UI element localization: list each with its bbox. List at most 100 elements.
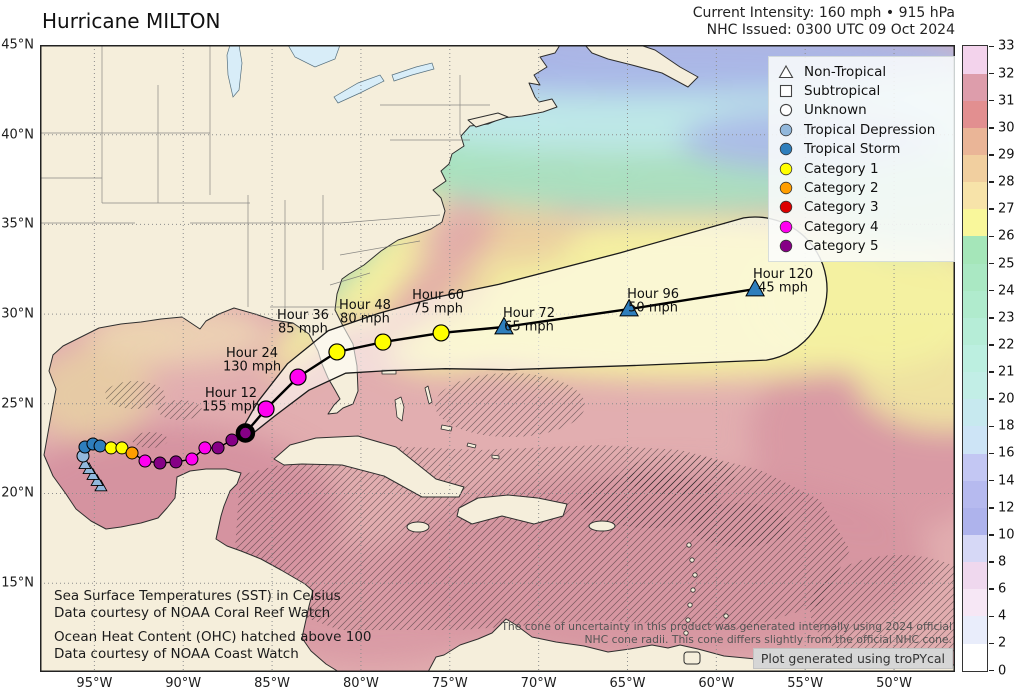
current-intensity: Current Intensity: 160 mph • 915 hPa: [692, 5, 955, 21]
legend-item: Category 4: [778, 217, 945, 236]
jamaica: [406, 521, 430, 533]
nova-scotia: [584, 45, 699, 88]
colorbar-segment: [963, 453, 987, 481]
past-point: [138, 454, 152, 468]
colorbar-tick: [989, 289, 994, 292]
colorbar-tick-label: 16: [998, 445, 1015, 461]
hispaniola: [456, 494, 568, 525]
legend-item-label: Category 3: [804, 199, 879, 216]
legend-item: Tropical Storm: [778, 140, 945, 159]
forecast-point-triangle: [745, 278, 765, 297]
colorbar-segment: [963, 127, 987, 156]
colorbar-tick-label: 32: [998, 66, 1015, 82]
header-info: Current Intensity: 160 mph • 915 hPa NHC…: [693, 5, 955, 39]
legend-item: Category 2: [778, 178, 945, 197]
forecast-point-triangle: [494, 316, 514, 335]
x-axis-tick-label: 60°W: [698, 676, 735, 691]
colorbar-tick-label: 21: [998, 364, 1015, 380]
colorbar-tick: [989, 99, 994, 102]
legend-item: Category 5: [778, 237, 945, 256]
cone-disclaimer: The cone of uncertainty in this product …: [501, 620, 952, 646]
x-axis-tick-label: 55°W: [787, 676, 824, 691]
colorbar-segment: [963, 398, 987, 427]
ohc-note: Ocean Heat Content (OHC) hatched above 1…: [54, 629, 372, 662]
past-point: [153, 456, 167, 470]
colorbar-segment: [963, 317, 987, 346]
credit-badge: Plot generated using troPYcal: [752, 648, 953, 669]
past-point: [225, 433, 239, 447]
colorbar-segment: [963, 615, 987, 644]
colorbar-tick-label: 20: [998, 391, 1015, 407]
category-dot-icon: [779, 123, 793, 137]
forecast-hour-label: Hour 48 80 mph: [339, 298, 391, 327]
colorbar-segment: [963, 235, 987, 264]
colorbar-tick-label: 14: [998, 473, 1015, 489]
state-borders: [40, 45, 490, 311]
past-point: [185, 452, 199, 466]
forecast-hour-label: Hour 60 75 mph: [412, 288, 464, 317]
colorbar-segment: [963, 643, 987, 671]
y-axis-tick-label: 45°N: [1, 37, 34, 53]
colorbar-segment: [963, 371, 987, 400]
colorbar-tick: [989, 588, 994, 590]
x-axis-tick-label: 65°W: [609, 676, 646, 691]
colorbar-tick: [989, 425, 994, 428]
issued-time: NHC Issued: 0300 UTC 09 Oct 2024: [706, 22, 955, 38]
colorbar-tick: [989, 561, 994, 563]
category-dot-icon: [779, 240, 793, 253]
legend-item-label: Tropical Storm: [804, 141, 901, 158]
map-frame: [40, 45, 955, 672]
colorbar-tick-label: 18: [998, 418, 1015, 434]
x-axis-tick-label: 95°W: [76, 676, 113, 691]
colorbar-segment: [963, 154, 987, 183]
colorbar-tick: [989, 506, 994, 509]
colorbar-tick: [989, 615, 994, 618]
current-position: [235, 423, 256, 443]
colorbar-tick-label: 30: [998, 120, 1015, 136]
legend-item-label: Category 2: [804, 180, 879, 197]
legend-item-label: Unknown: [804, 102, 867, 119]
category-dot-icon: [779, 220, 793, 234]
square-open-icon: [779, 85, 793, 98]
forecast-hour-label: Hour 96 50 mph: [627, 287, 679, 316]
puerto-rico: [588, 520, 616, 532]
sst-colorbar: [962, 45, 988, 672]
colorbar-tick: [989, 154, 994, 156]
legend-item: Non-Tropical: [778, 62, 945, 81]
past-point: [211, 441, 225, 455]
colorbar-segment: [963, 73, 987, 101]
colorbar-tick: [989, 181, 994, 183]
colorbar-tick-label: 28: [998, 174, 1015, 190]
legend-item-label: Tropical Depression: [804, 121, 936, 138]
legend-item-label: Non-Tropical: [804, 63, 887, 80]
y-axis-tick-label: 30°N: [1, 306, 34, 322]
colorbar-segment: [963, 344, 987, 373]
past-point: [169, 455, 183, 469]
colorbar-tick: [989, 344, 994, 346]
colorbar-tick-label: 8: [998, 554, 1007, 570]
forecast-point: [257, 400, 275, 418]
colorbar-tick: [989, 452, 994, 455]
category-dot-icon: [779, 143, 793, 156]
legend-item: Tropical Depression: [778, 120, 945, 139]
colorbar-tick: [989, 72, 994, 75]
forecast-point: [432, 324, 450, 342]
y-axis-tick-label: 35°N: [1, 216, 34, 232]
colorbar-tick-label: 12: [998, 500, 1015, 516]
page-title: Hurricane MILTON: [42, 9, 221, 33]
colorbar-tick-label: 6: [998, 581, 1007, 597]
storm-category-legend: Non-Tropical Subtropical Unknown Tropical D…: [768, 56, 955, 262]
y-axis-tick-label: 25°N: [1, 396, 34, 412]
colorbar-tick-label: 25: [998, 256, 1015, 271]
category-dot-icon: [779, 181, 793, 195]
past-point: [104, 441, 118, 455]
colorbar-segment: [963, 425, 987, 454]
colorbar-segment: [963, 561, 987, 590]
forecast-labels: Hour 12 155 mph Hour 24 130 mph Hour 36 85 mp…: [202, 267, 813, 415]
forecast-point: [289, 368, 307, 386]
colorbar-tick: [989, 642, 994, 645]
colorbar-segment: [963, 507, 987, 535]
y-axis-tick-label: 40°N: [1, 127, 34, 143]
colorbar-segment: [963, 263, 987, 291]
